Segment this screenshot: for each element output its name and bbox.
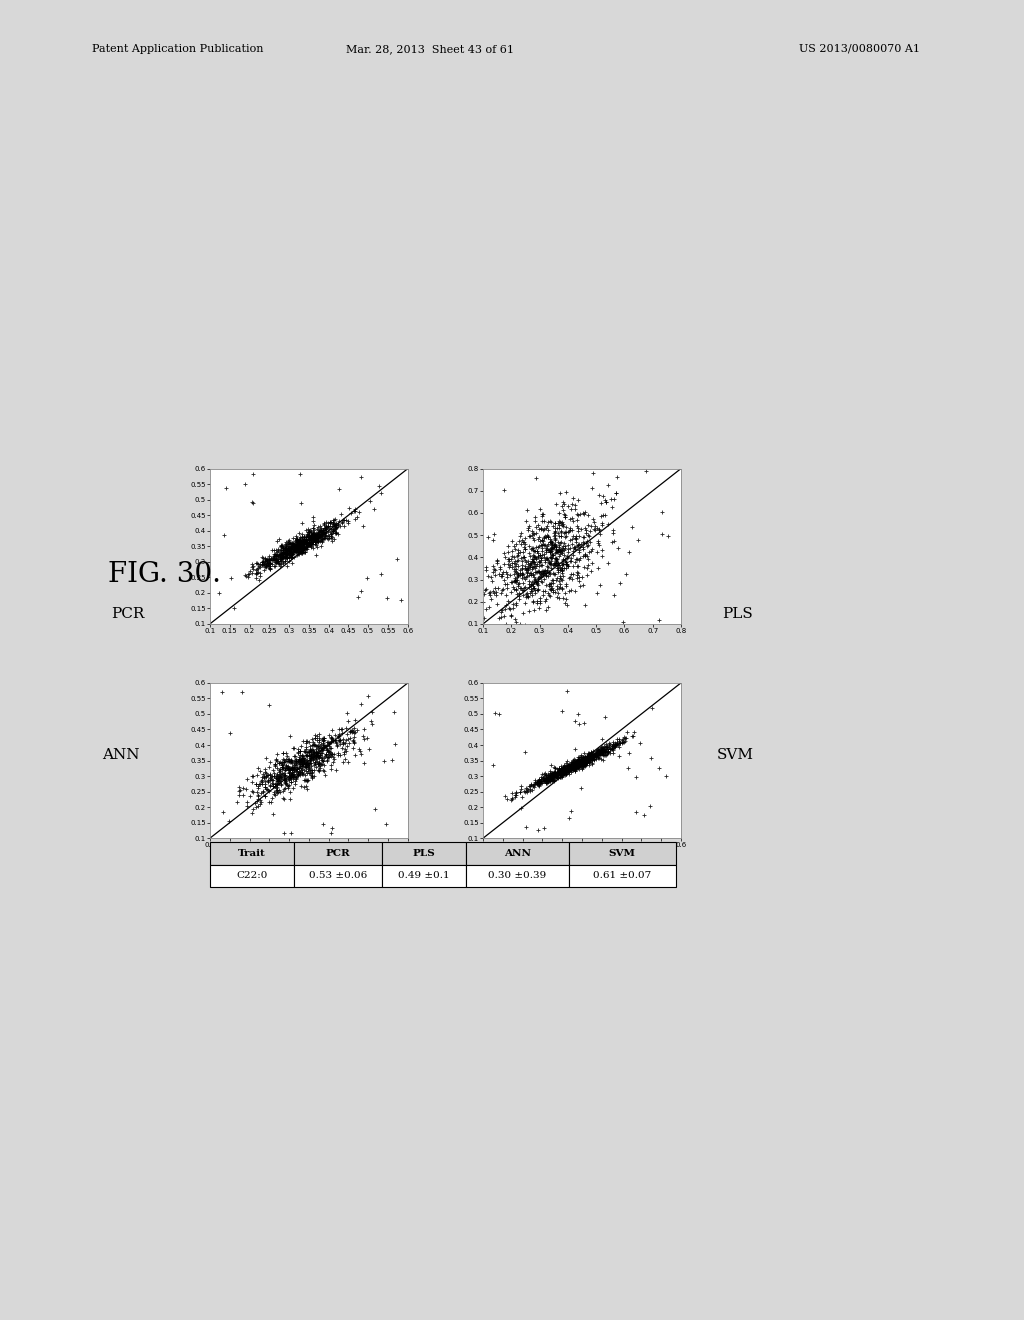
Text: 0.53 ±0.06: 0.53 ±0.06 xyxy=(309,871,368,880)
Text: SVM: SVM xyxy=(608,849,636,858)
Text: PLS: PLS xyxy=(722,607,753,620)
Bar xyxy=(466,842,568,865)
Text: Trait: Trait xyxy=(238,849,265,858)
Bar xyxy=(382,842,466,865)
Text: ANN: ANN xyxy=(504,849,530,858)
Text: 0.30 ±0.39: 0.30 ±0.39 xyxy=(488,871,547,880)
Text: Mar. 28, 2013  Sheet 43 of 61: Mar. 28, 2013 Sheet 43 of 61 xyxy=(346,44,514,54)
Bar xyxy=(210,842,294,865)
Text: Patent Application Publication: Patent Application Publication xyxy=(92,44,263,54)
Bar xyxy=(210,865,294,887)
Bar xyxy=(294,865,382,887)
Bar xyxy=(568,865,676,887)
Text: 0.61 ±0.07: 0.61 ±0.07 xyxy=(593,871,651,880)
Text: PCR: PCR xyxy=(326,849,350,858)
Text: PCR: PCR xyxy=(112,607,144,620)
Text: 0.49 ±0.1: 0.49 ±0.1 xyxy=(398,871,451,880)
Text: C22:0: C22:0 xyxy=(237,871,267,880)
Text: FIG. 30.: FIG. 30. xyxy=(108,561,220,587)
Text: SVM: SVM xyxy=(717,748,754,762)
Bar xyxy=(382,865,466,887)
Text: US 2013/0080070 A1: US 2013/0080070 A1 xyxy=(799,44,920,54)
Bar xyxy=(294,842,382,865)
Bar xyxy=(568,842,676,865)
Bar xyxy=(466,865,568,887)
Text: PLS: PLS xyxy=(413,849,435,858)
Text: ANN: ANN xyxy=(102,748,139,762)
